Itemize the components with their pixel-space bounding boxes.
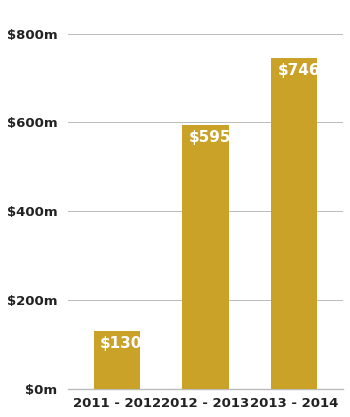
Text: $595m: $595m <box>189 130 247 145</box>
Bar <box>271 58 317 389</box>
Text: $746m: $746m <box>278 63 336 78</box>
Bar <box>182 125 229 389</box>
Text: $130m: $130m <box>100 337 158 352</box>
Bar <box>94 331 140 389</box>
